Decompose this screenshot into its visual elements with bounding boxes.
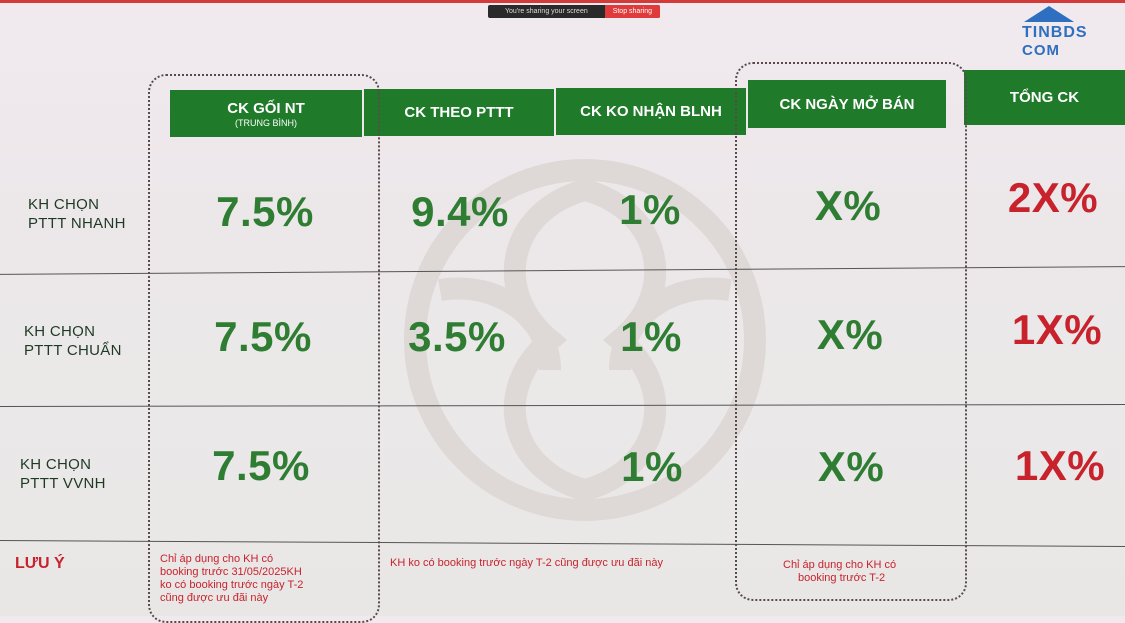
header-sublabel: (TRUNG BÌNH) — [235, 117, 297, 128]
header-ck-ngay-mo-ban: CK NGÀY MỞ BÁN — [748, 80, 946, 128]
note-line: booking trước T-2 — [798, 572, 886, 584]
value-cell: 9.4% — [411, 188, 509, 235]
note-line: cũng được ưu đãi này — [160, 592, 269, 604]
note-col4: Chỉ áp dụng cho KH có booking trước T-2 — [783, 559, 896, 585]
house-icon — [1024, 6, 1074, 22]
site-logo: TINBDS COM — [1018, 6, 1087, 64]
value-cell: X% — [814, 182, 882, 229]
value-cell: 1% — [619, 186, 681, 233]
highlight-box-ngay-mo-ban — [735, 62, 967, 601]
note-col1: Chỉ áp dụng cho KH có booking trước 31/0… — [160, 553, 303, 605]
row-label-line: KH CHỌN — [20, 456, 92, 473]
header-label: TỔNG CK — [1009, 89, 1080, 106]
header-ck-theo-pttt: CK THEO PTTT — [364, 89, 554, 136]
value-cell: 1% — [620, 313, 682, 360]
header-label: CK GỐI NT — [227, 99, 305, 117]
total-value-cell: 1X% — [1011, 306, 1103, 353]
header-ck-ko-nhan-blnh: CK KO NHẬN BLNH — [556, 88, 746, 135]
logo-text-top: TINBDS — [1022, 24, 1088, 41]
row-label-line: KH CHỌN — [24, 323, 96, 340]
row-label-pttt-nhanh: KH CHỌN PTTT NHANH — [28, 195, 126, 233]
value-cell: 3.5% — [408, 313, 506, 360]
note-line: booking trước 31/05/2025KH — [160, 566, 302, 578]
note-col2: KH ko có booking trước ngày T-2 cũng đượ… — [390, 557, 663, 570]
screen-share-bar: You're sharing your screen Stop sharing — [488, 5, 660, 18]
highlight-box-goi-nt — [148, 74, 380, 623]
note-line: ko có booking trước ngày T-2 — [160, 579, 304, 591]
note-line: KH ko có booking trước ngày T-2 cũng đượ… — [390, 557, 663, 569]
top-accent-line — [0, 0, 1125, 3]
value-cell: 7.5% — [212, 442, 310, 489]
value-cell: 7.5% — [214, 313, 312, 360]
total-value-cell: 2X% — [1007, 174, 1099, 221]
logo-text-bottom: COM — [1022, 42, 1060, 59]
value-cell: 7.5% — [216, 188, 314, 235]
flower-watermark-icon — [404, 159, 766, 521]
row-label-line: PTTT CHUẨN — [24, 342, 122, 359]
row-label-line: PTTT VVNH — [20, 475, 106, 492]
value-cell: 1% — [621, 443, 683, 490]
stop-sharing-button[interactable]: Stop sharing — [604, 5, 660, 18]
note-line: Chỉ áp dụng cho KH có — [160, 553, 274, 565]
row-label-pttt-chuan: KH CHỌN PTTT CHUẨN — [24, 322, 122, 360]
value-cell: X% — [816, 311, 884, 358]
total-value-cell: 1X% — [1014, 442, 1106, 489]
header-label: CK KO NHẬN BLNH — [580, 103, 722, 120]
header-label: CK NGÀY MỞ BÁN — [779, 95, 915, 113]
note-label: LƯU Ý — [15, 555, 65, 572]
share-message: You're sharing your screen — [504, 8, 588, 15]
note-line: Chỉ áp dụng cho KH có — [783, 559, 897, 571]
value-cell: X% — [817, 443, 885, 490]
row-label-pttt-vvnh: KH CHỌN PTTT VVNH — [20, 455, 106, 493]
header-tong-ck: TỔNG CK — [964, 70, 1125, 125]
header-label: CK THEO PTTT — [404, 104, 514, 121]
row-label-line: KH CHỌN — [28, 196, 100, 213]
header-ck-goi-nt: CK GỐI NT (TRUNG BÌNH) — [170, 90, 362, 137]
row-label-line: PTTT NHANH — [28, 215, 126, 232]
